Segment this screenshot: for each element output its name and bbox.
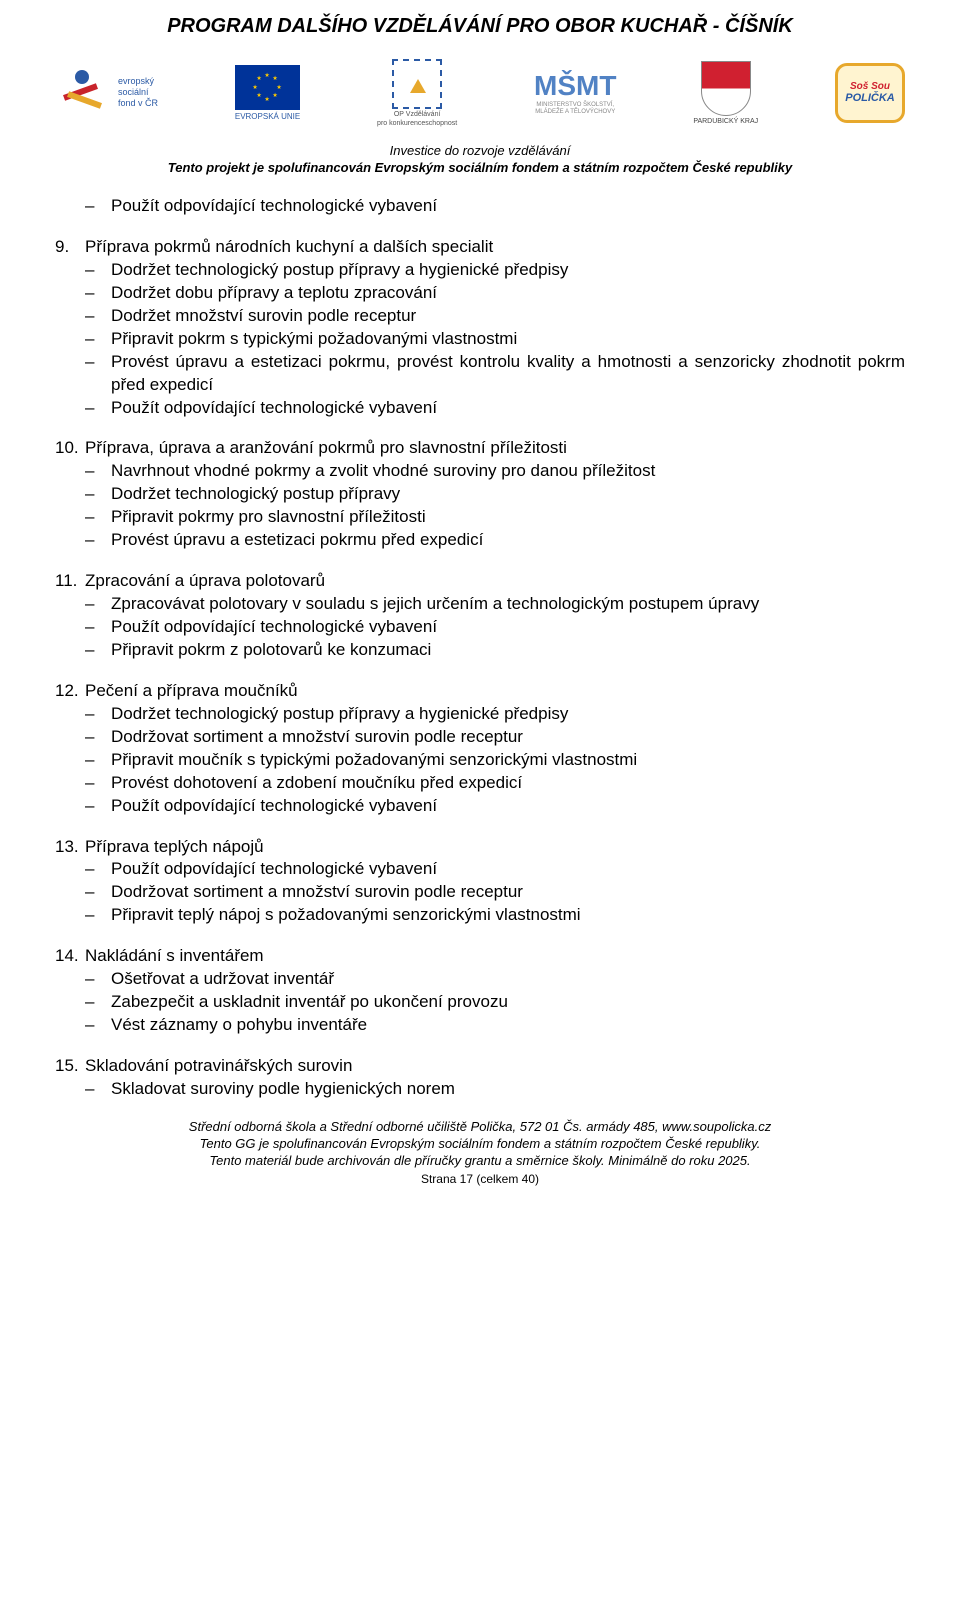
- esf-logo: evropský sociální fond v ČR: [55, 65, 158, 120]
- section-head: 11.Zpracování a úprava polotovarů: [55, 570, 905, 593]
- msmt-text1: MINISTERSTVO ŠKOLSTVÍ,: [534, 102, 616, 109]
- page-number: Strana 17 (celkem 40): [55, 1172, 905, 1188]
- list-item: Dodržovat sortiment a množství surovin p…: [85, 881, 905, 904]
- intro-section: Použít odpovídající technologické vybave…: [85, 195, 905, 218]
- list-item: Provést úpravu a estetizaci pokrmu před …: [85, 529, 905, 552]
- section-12: 12.Pečení a příprava moučníkůDodržet tec…: [55, 680, 905, 818]
- policka-bottom: POLIČKA: [845, 92, 895, 104]
- list-item: Připravit teplý nápoj s požadovanými sen…: [85, 904, 905, 927]
- section-14: 14.Nakládání s inventářemOšetřovat a udr…: [55, 945, 905, 1037]
- list-item: Dodržet dobu přípravy a teplotu zpracová…: [85, 282, 905, 305]
- footer: Střední odborná škola a Střední odborné …: [55, 1119, 905, 1187]
- op-logo: OP Vzdělávání pro konkurenceschopnost: [377, 59, 457, 127]
- section-num: 11.: [55, 570, 85, 593]
- section-head: 13.Příprava teplých nápojů: [55, 836, 905, 859]
- list-item: Dodržovat sortiment a množství surovin p…: [85, 726, 905, 749]
- esf-line3: fond v ČR: [118, 98, 158, 109]
- section-10: 10.Příprava, úprava a aranžování pokrmů …: [55, 437, 905, 552]
- op-icon: [392, 59, 442, 109]
- subtitle: Investice do rozvoje vzdělávání: [55, 143, 905, 158]
- msmt-logo: MŠMT MINISTERSTVO ŠKOLSTVÍ, MLÁDEŽE A TĚ…: [534, 70, 616, 115]
- page-title: PROGRAM DALŠÍHO VZDĚLÁVÁNÍ PRO OBOR KUCH…: [55, 15, 905, 38]
- esf-line2: sociální: [118, 87, 158, 98]
- section-head: 10.Příprava, úprava a aranžování pokrmů …: [55, 437, 905, 460]
- list-item: Použít odpovídající technologické vybave…: [85, 858, 905, 881]
- list-item: Ošetřovat a udržovat inventář: [85, 968, 905, 991]
- content-body: Použít odpovídající technologické vybave…: [55, 195, 905, 1101]
- logo-row: evropský sociální fond v ČR ★ ★ ★ ★ ★ ★ …: [55, 50, 905, 135]
- section-title: Příprava pokrmů národních kuchyní a dalš…: [85, 236, 905, 259]
- section-list: Dodržet technologický postup přípravy a …: [55, 259, 905, 420]
- section-num: 13.: [55, 836, 85, 859]
- section-list: Použít odpovídající technologické vybave…: [55, 858, 905, 927]
- section-title: Příprava teplých nápojů: [85, 836, 905, 859]
- footer-line3: Tento materiál bude archivován dle příru…: [55, 1153, 905, 1170]
- section-head: 14.Nakládání s inventářem: [55, 945, 905, 968]
- section-list: Navrhnout vhodné pokrmy a zvolit vhodné …: [55, 460, 905, 552]
- list-item: Použít odpovídající technologické vybave…: [85, 616, 905, 639]
- eu-flag-icon: ★ ★ ★ ★ ★ ★ ★ ★: [235, 65, 300, 110]
- policka-logo: Soš Sou POLIČKA: [835, 63, 905, 123]
- footer-line1: Střední odborná škola a Střední odborné …: [55, 1119, 905, 1136]
- section-num: 9.: [55, 236, 85, 259]
- section-num: 10.: [55, 437, 85, 460]
- list-item: Skladovat suroviny podle hygienických no…: [85, 1078, 905, 1101]
- list-item: Dodržet množství surovin podle receptur: [85, 305, 905, 328]
- section-9: 9.Příprava pokrmů národních kuchyní a da…: [55, 236, 905, 420]
- section-num: 15.: [55, 1055, 85, 1078]
- list-item: Připravit pokrm z polotovarů ke konzumac…: [85, 639, 905, 662]
- section-list: Dodržet technologický postup přípravy a …: [55, 703, 905, 818]
- section-num: 12.: [55, 680, 85, 703]
- section-title: Skladování potravinářských surovin: [85, 1055, 905, 1078]
- pardubicky-label: PARDUBICKÝ KRAJ: [693, 118, 758, 125]
- esf-text: evropský sociální fond v ČR: [118, 76, 158, 108]
- msmt-text2: MLÁDEŽE A TĚLOVÝCHOVY: [534, 109, 616, 116]
- list-item: Dodržet technologický postup přípravy: [85, 483, 905, 506]
- section-15: 15.Skladování potravinářských surovinSkl…: [55, 1055, 905, 1101]
- section-title: Zpracování a úprava polotovarů: [85, 570, 905, 593]
- list-item: Připravit pokrm s typickými požadovanými…: [85, 328, 905, 351]
- esf-icon: [55, 65, 110, 120]
- list-item: Provést dohotovení a zdobení moučníku př…: [85, 772, 905, 795]
- section-title: Nakládání s inventářem: [85, 945, 905, 968]
- subtitle2: Tento projekt je spolufinancován Evropsk…: [55, 160, 905, 175]
- section-title: Příprava, úprava a aranžování pokrmů pro…: [85, 437, 905, 460]
- list-item: Provést úpravu a estetizaci pokrmu, prov…: [85, 351, 905, 397]
- list-item: Dodržet technologický postup přípravy a …: [85, 703, 905, 726]
- section-13: 13.Příprava teplých nápojůPoužít odpovíd…: [55, 836, 905, 928]
- pardubicky-logo: PARDUBICKÝ KRAJ: [693, 61, 758, 125]
- op-text1: OP Vzdělávání: [377, 111, 457, 118]
- intro-item: Použít odpovídající technologické vybave…: [85, 195, 905, 218]
- pardubicky-shield-icon: [701, 61, 751, 116]
- policka-top: Soš Sou: [850, 81, 890, 92]
- eu-label: EVROPSKÁ UNIE: [235, 112, 300, 121]
- section-list: Zpracovávat polotovary v souladu s jejic…: [55, 593, 905, 662]
- section-head: 15.Skladování potravinářských surovin: [55, 1055, 905, 1078]
- section-list: Skladovat suroviny podle hygienických no…: [55, 1078, 905, 1101]
- eu-logo: ★ ★ ★ ★ ★ ★ ★ ★ EVROPSKÁ UNIE: [235, 65, 300, 121]
- list-item: Zpracovávat polotovary v souladu s jejic…: [85, 593, 905, 616]
- list-item: Připravit moučník s typickými požadovaný…: [85, 749, 905, 772]
- section-head: 9.Příprava pokrmů národních kuchyní a da…: [55, 236, 905, 259]
- list-item: Použít odpovídající technologické vybave…: [85, 795, 905, 818]
- esf-line1: evropský: [118, 76, 158, 87]
- list-item: Zabezpečit a uskladnit inventář po ukonč…: [85, 991, 905, 1014]
- msmt-icon: MŠMT: [534, 70, 616, 102]
- section-num: 14.: [55, 945, 85, 968]
- list-item: Použít odpovídající technologické vybave…: [85, 397, 905, 420]
- section-head: 12.Pečení a příprava moučníků: [55, 680, 905, 703]
- footer-line2: Tento GG je spolufinancován Evropským so…: [55, 1136, 905, 1153]
- list-item: Navrhnout vhodné pokrmy a zvolit vhodné …: [85, 460, 905, 483]
- list-item: Dodržet technologický postup přípravy a …: [85, 259, 905, 282]
- list-item: Připravit pokrmy pro slavnostní příležit…: [85, 506, 905, 529]
- section-list: Ošetřovat a udržovat inventářZabezpečit …: [55, 968, 905, 1037]
- list-item: Vést záznamy o pohybu inventáře: [85, 1014, 905, 1037]
- op-text2: pro konkurenceschopnost: [377, 120, 457, 127]
- section-11: 11.Zpracování a úprava polotovarůZpracov…: [55, 570, 905, 662]
- section-title: Pečení a příprava moučníků: [85, 680, 905, 703]
